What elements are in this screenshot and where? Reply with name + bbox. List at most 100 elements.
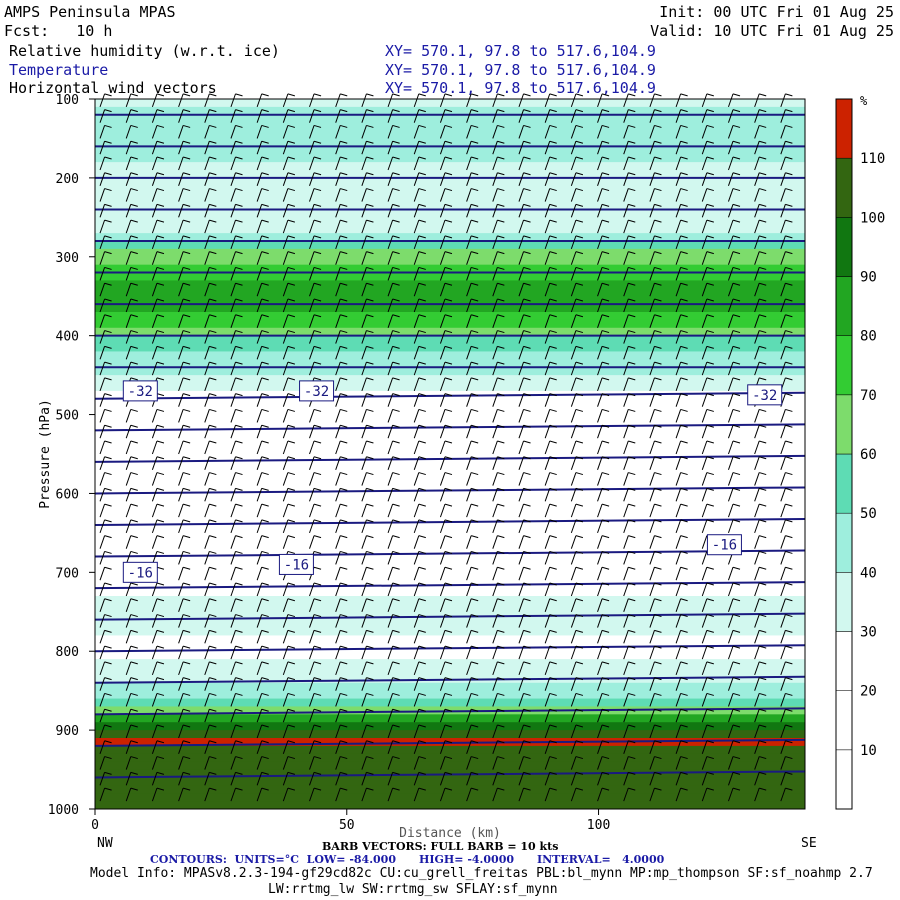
wind-barb: [361, 219, 367, 234]
wind-barb: [727, 598, 734, 612]
wind-barb: [754, 314, 760, 328]
wind-barb: [727, 377, 734, 392]
wind-barb: [754, 267, 760, 281]
wind-barb: [256, 582, 263, 597]
wind-barb-flag: [418, 219, 426, 223]
wind-barb: [701, 393, 708, 407]
wind-barb: [309, 125, 315, 139]
wind-barb: [387, 535, 394, 549]
wind-barb-flag: [706, 361, 714, 365]
wind-barb-flag: [471, 614, 479, 618]
wind-barb: [204, 251, 210, 265]
wind-barb: [256, 393, 263, 407]
wind-barb: [492, 125, 498, 139]
wind-barb: [675, 330, 682, 344]
wind-barb: [466, 772, 472, 786]
wind-barb: [597, 172, 603, 186]
wind-barb: [518, 267, 525, 281]
wind-barb: [178, 519, 184, 534]
wind-barb-flag: [759, 503, 767, 507]
wind-barb-flag: [523, 235, 531, 239]
wind-barb: [570, 551, 577, 565]
wind-barb-flag: [313, 519, 322, 523]
wind-barb: [701, 677, 708, 691]
wind-barb: [230, 204, 236, 218]
wind-barb-flag: [706, 582, 714, 586]
wind-barb-flag: [759, 156, 767, 160]
wind-barb: [570, 188, 577, 202]
wind-barb: [230, 235, 236, 250]
wind-barb: [256, 551, 263, 565]
wind-barb: [701, 188, 708, 202]
wind-barb: [439, 630, 446, 644]
wind-barb-flag: [601, 172, 610, 176]
wind-barb: [701, 330, 708, 344]
wind-barb-flag: [340, 645, 348, 649]
wind-barb-flag: [523, 566, 531, 570]
wind-barb: [701, 219, 708, 234]
wind-barb-flag: [497, 519, 505, 523]
wind-barb: [466, 251, 472, 265]
wind-barb: [413, 188, 420, 202]
wind-barb: [178, 724, 184, 739]
wind-barb: [466, 519, 472, 534]
wind-barb-flag: [732, 298, 741, 302]
wind-barb-flag: [601, 677, 610, 681]
wind-barb-flag: [549, 582, 557, 586]
wind-barb: [282, 204, 289, 218]
wind-barb-flag: [261, 677, 269, 681]
wind-barb: [309, 709, 315, 723]
wind-barb-flag: [497, 756, 505, 760]
wind-barb: [544, 519, 551, 534]
wind-barb-flag: [418, 251, 426, 255]
wind-barb: [256, 535, 263, 549]
wind-barb: [466, 677, 472, 691]
wind-barb-flag: [287, 298, 296, 302]
wind-barb: [518, 109, 525, 123]
wind-barb-flag: [785, 756, 793, 760]
wind-barb-flag: [287, 582, 296, 586]
wind-barb: [387, 377, 394, 392]
wind-barb: [125, 346, 132, 360]
wind-barb: [570, 582, 577, 597]
wind-barb-flag: [523, 219, 531, 223]
rh-band: [95, 414, 805, 423]
wind-barb-flag: [601, 188, 610, 192]
y-tick-label: 600: [56, 487, 79, 502]
wind-barb-flag: [523, 645, 531, 649]
wind-barb-flag: [287, 219, 296, 223]
wind-barb-flag: [392, 377, 400, 381]
wind-barb-flag: [313, 219, 322, 223]
wind-barb-flag: [313, 661, 322, 665]
wind-barb-flag: [549, 140, 557, 144]
wind-barb-flag: [680, 535, 688, 539]
wind-barb-flag: [287, 377, 296, 381]
wind-barb-flag: [366, 598, 374, 602]
wind-barb: [439, 661, 446, 676]
wind-barb: [361, 645, 367, 660]
wind-barb-flag: [235, 93, 243, 97]
wind-barb-flag: [523, 787, 531, 791]
wind-barb: [361, 283, 367, 297]
wind-barb: [387, 267, 394, 281]
wind-barb-flag: [601, 771, 610, 775]
wind-barb: [439, 204, 446, 218]
wind-barb-flag: [313, 692, 322, 696]
wind-barb: [361, 567, 367, 581]
wind-barb-flag: [366, 172, 374, 176]
wind-barb: [466, 472, 472, 486]
wind-barb: [178, 582, 184, 597]
wind-barb-flag: [549, 487, 557, 491]
wind-barb: [623, 425, 629, 439]
wind-barb-flag: [732, 156, 741, 160]
wind-barb: [518, 740, 525, 754]
wind-barb-flag: [732, 503, 741, 507]
wind-barb-flag: [654, 188, 662, 192]
wind-barb: [335, 219, 341, 234]
wind-barb: [597, 109, 603, 123]
wind-barb-flag: [680, 787, 688, 791]
wind-barb: [780, 787, 786, 802]
wind-barb: [649, 204, 655, 218]
wind-barb: [597, 756, 603, 770]
wind-barb-flag: [392, 345, 400, 349]
